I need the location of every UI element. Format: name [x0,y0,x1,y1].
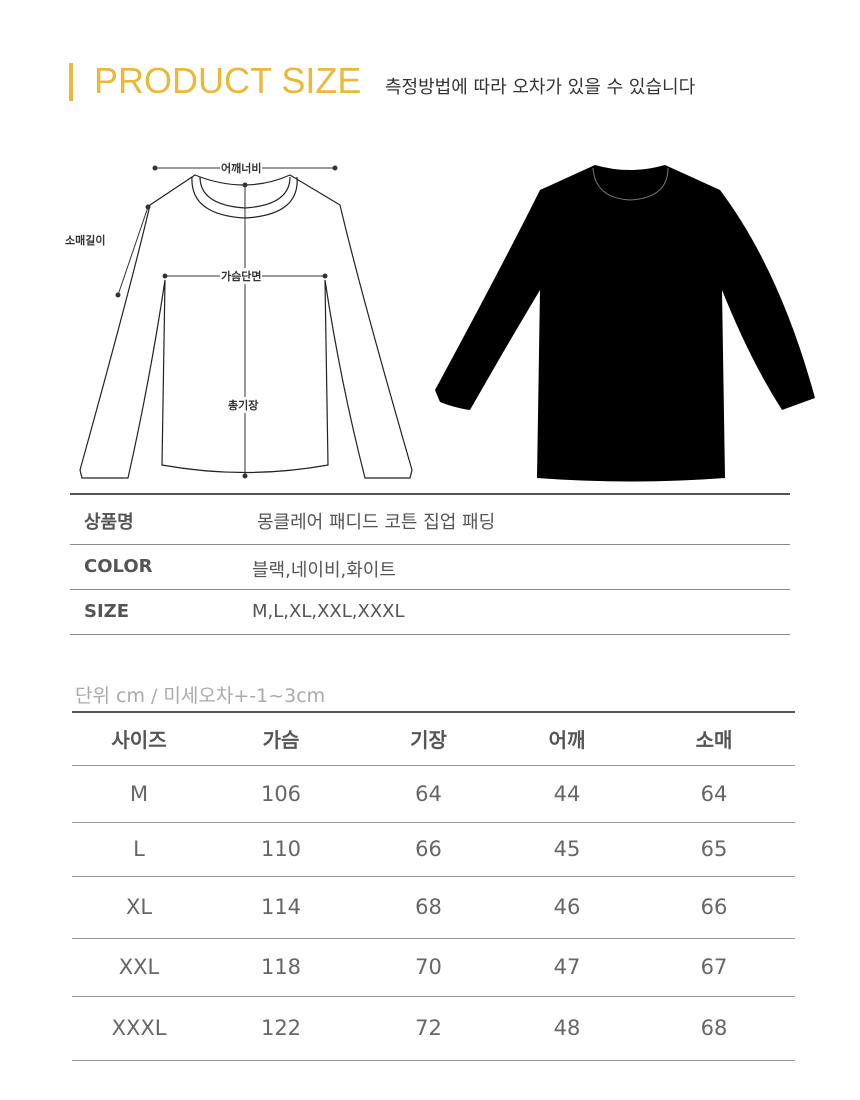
table-cell: 106 [206,765,356,823]
table-cell: 48 [501,996,633,1061]
table-row: M 106 64 44 64 [72,765,795,823]
size-table: 사이즈 가슴 기장 어깨 소매 M 106 64 44 64 L 110 66 45 65 XL 11… [72,711,795,1061]
table-header-row: 사이즈 가슴 기장 어깨 소매 [72,712,795,766]
col-chest: 가슴 [206,712,356,766]
table-cell: 118 [206,938,356,997]
info-value-size: M,L,XL,XXL,XXXL [252,601,405,622]
page-subtitle: 측정방법에 따라 오차가 있을 수 있습니다 [385,77,696,98]
table-cell: 44 [501,765,633,823]
col-size: 사이즈 [72,712,206,766]
divider [70,544,790,545]
table-cell: 122 [206,996,356,1061]
col-length: 기장 [356,712,501,766]
black-shirt-photo [435,165,815,482]
divider [70,493,790,495]
col-shoulder: 어깨 [501,712,633,766]
table-row: L 110 66 45 65 [72,822,795,877]
title-accent-bar [69,63,73,101]
table-cell: 65 [633,822,795,877]
table-cell: 68 [633,996,795,1061]
table-row: XXXL 122 72 48 68 [72,996,795,1061]
table-cell: 66 [633,876,795,939]
measurement-diagram [79,165,815,482]
length-label: 총기장 [227,397,260,413]
table-cell: 67 [633,938,795,997]
page-title: PRODUCT SIZE [94,60,362,101]
unit-note: 단위 cm / 미세오차+-1~3cm [75,685,326,707]
info-value-color: 블랙,네이비,화이트 [252,560,396,581]
table-cell: 68 [356,876,501,939]
info-label-color: COLOR [84,556,153,577]
chest-label: 가슴단면 [220,268,263,284]
divider [70,634,790,635]
table-cell: M [72,765,206,823]
table-cell: L [72,822,206,877]
flat-shirt-outline [79,174,413,479]
table-cell: 70 [356,938,501,997]
table-cell: 66 [356,822,501,877]
table-cell: 114 [206,876,356,939]
table-row: XXL 118 70 47 67 [72,938,795,997]
table-cell: 47 [501,938,633,997]
shoulder-label: 어깨너비 [220,160,263,176]
table-cell: XL [72,876,206,939]
col-sleeve: 소매 [633,712,795,766]
table-cell: 72 [356,996,501,1061]
sleeve-label: 소매길이 [64,232,107,248]
info-label-size: SIZE [84,601,130,622]
info-value-name: 몽클레어 패디드 코튼 집업 패딩 [257,512,496,533]
info-label-name: 상품명 [84,512,134,533]
divider [70,589,790,590]
table-cell: 64 [633,765,795,823]
table-cell: 110 [206,822,356,877]
table-cell: 45 [501,822,633,877]
table-cell: XXXL [72,996,206,1061]
table-cell: 46 [501,876,633,939]
table-cell: XXL [72,938,206,997]
table-row: XL 114 68 46 66 [72,876,795,939]
table-cell: 64 [356,765,501,823]
